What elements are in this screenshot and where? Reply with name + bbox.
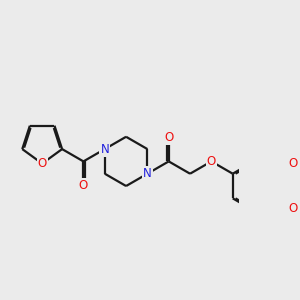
- Text: O: O: [79, 179, 88, 192]
- Text: O: O: [38, 157, 47, 170]
- Text: O: O: [289, 202, 298, 215]
- Text: N: N: [143, 167, 152, 180]
- Text: N: N: [100, 142, 109, 156]
- Text: O: O: [207, 155, 216, 168]
- Text: O: O: [164, 131, 173, 144]
- Text: O: O: [289, 157, 298, 170]
